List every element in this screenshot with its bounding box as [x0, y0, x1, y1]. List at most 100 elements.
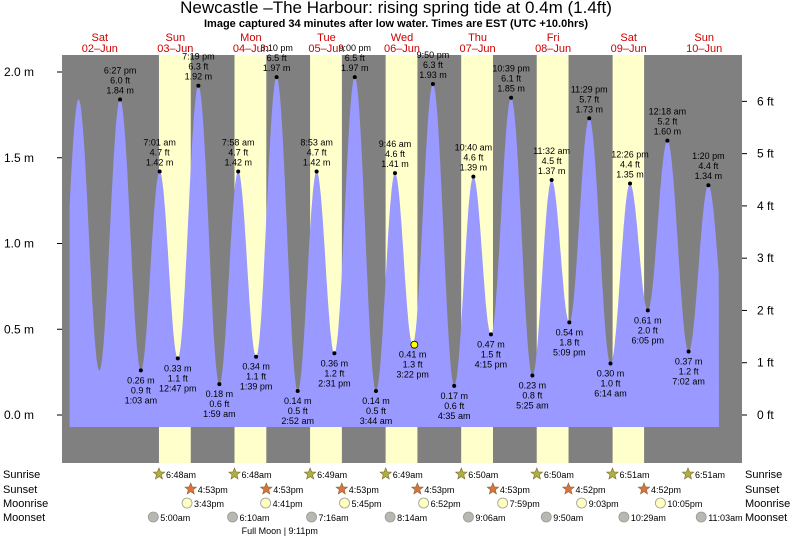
tide-height-m-label: 0.14 m — [284, 396, 312, 406]
sunset-icon — [486, 482, 500, 495]
tide-height-ft-label: 1.1 ft — [246, 372, 267, 382]
moonrise-time: 7:59pm — [510, 499, 540, 509]
moonset-icon — [384, 511, 396, 523]
tide-height-ft-label: 1.5 ft — [481, 349, 502, 359]
sunset-time: 4:53pm — [198, 485, 228, 495]
moonrise-time: 9:03pm — [589, 499, 619, 509]
tide-height-m-label: 1.73 m — [575, 104, 603, 114]
tide-time-label: 9:00 pm — [339, 43, 372, 53]
tide-time-label: 12:47 pm — [159, 383, 197, 393]
day-name-label: Sat — [92, 32, 109, 44]
sunset-time: 4:53pm — [424, 485, 454, 495]
y-tick-label-right: 4 ft — [757, 199, 774, 213]
low-tide-marker — [645, 308, 650, 313]
sunset-icon — [410, 482, 424, 495]
day-name-label: Fri — [547, 32, 560, 44]
sunset-icon — [637, 482, 651, 495]
sunrise-icon — [681, 467, 695, 480]
sunrise-icon — [152, 467, 166, 480]
tide-height-m-label: 1.37 m — [538, 166, 566, 176]
sunrise-time: 6:49am — [393, 470, 423, 480]
tide-time-label: 10:40 am — [455, 143, 493, 153]
sunset-time: 4:52pm — [651, 485, 681, 495]
tide-height-ft-label: 6.0 ft — [110, 75, 131, 85]
sunset-icon — [184, 482, 198, 495]
moonset-icon — [227, 511, 238, 523]
moonset-icon — [463, 511, 474, 523]
moonrise-row-label-left: Moonrise — [3, 498, 48, 510]
day-name-label: Tue — [317, 32, 336, 44]
moonrise-time: 10:05pm — [667, 499, 702, 509]
tide-height-ft-label: 5.2 ft — [657, 117, 678, 127]
tide-time-label: 2:31 pm — [318, 378, 351, 388]
day-date-label: 03–Jun — [157, 43, 193, 55]
tide-height-m-label: 0.54 m — [556, 327, 584, 337]
sunrise-time: 6:50am — [468, 470, 498, 480]
tide-height-ft-label: 4.7 ft — [307, 147, 328, 157]
high-tide-marker — [352, 75, 357, 80]
moonrise-icon — [576, 497, 588, 509]
day-date-label: 09–Jun — [611, 43, 647, 55]
sunrise-icon — [303, 467, 317, 480]
sunset-time: 4:53pm — [349, 485, 379, 495]
low-tide-marker — [138, 368, 143, 373]
current-level-marker — [410, 340, 419, 349]
sunrise-icon — [454, 467, 468, 480]
sunset-icon — [259, 482, 273, 495]
low-tide-marker — [452, 383, 457, 388]
moonset-time: 6:10am — [240, 513, 270, 523]
moonset-time: 5:00am — [160, 513, 190, 523]
day-name-label: Wed — [391, 32, 413, 44]
low-tide-marker — [530, 373, 535, 378]
tide-height-m-label: 1.60 m — [654, 127, 682, 137]
chart-subtitle: Image captured 34 minutes after low wate… — [204, 18, 588, 30]
tide-time-label: 7:58 am — [222, 137, 255, 147]
y-tick-label-left: 0.5 m — [4, 322, 34, 336]
tide-height-m-label: 1.42 m — [303, 157, 331, 167]
sunrise-icon — [228, 467, 241, 480]
y-tick-label-left: 1.5 m — [4, 151, 34, 165]
tide-height-ft-label: 0.5 ft — [366, 406, 387, 416]
tide-height-ft-label: 0.6 ft — [209, 399, 230, 409]
sunrise-icon — [379, 467, 393, 480]
moonrise-time: 3:43pm — [194, 499, 224, 509]
tide-height-ft-label: 1.0 ft — [600, 379, 621, 389]
sunrise-icon — [530, 467, 544, 480]
low-tide-marker — [373, 388, 378, 393]
sunset-time: 4:53pm — [273, 485, 303, 495]
tide-time-label: 6:05 pm — [632, 335, 665, 345]
tide-height-m-label: 0.47 m — [477, 339, 505, 349]
y-tick-label-left: 2.0 m — [4, 65, 34, 79]
sunrise-row-label-right: Sunrise — [745, 469, 782, 481]
day-date-label: 10–Jun — [686, 43, 722, 55]
tide-time-label: 12:18 am — [649, 107, 687, 117]
sunrise-time: 6:48am — [166, 470, 196, 480]
tide-time-label: 3:22 pm — [396, 370, 429, 380]
tide-height-m-label: 1.42 m — [224, 157, 252, 167]
sunrise-time: 6:48am — [242, 470, 272, 480]
moonset-time: 11:03am — [708, 513, 742, 523]
sun-moon-rows: Sunrise Sunrise 6:48am 6:48am 6:49am 6:49am 6:… — [3, 467, 790, 536]
sunset-row-label-right: Sunset — [745, 484, 779, 496]
tide-time-label: 9:50 pm — [417, 50, 450, 60]
full-moon-note: Full Moon | 9:11pm — [242, 526, 318, 536]
tide-height-m-label: 1.93 m — [419, 70, 447, 80]
moonset-time: 9:50am — [553, 513, 583, 523]
low-tide-marker — [254, 354, 259, 359]
tide-time-label: 6:27 pm — [104, 65, 137, 75]
tide-time-label: 9:46 am — [379, 139, 412, 149]
day-date-label: 08–Jun — [535, 43, 571, 55]
tide-height-m-label: 1.97 m — [263, 63, 291, 73]
tide-height-m-label: 1.92 m — [185, 72, 213, 82]
tide-height-m-label: 1.35 m — [616, 169, 644, 179]
high-tide-marker — [706, 183, 711, 188]
high-tide-marker — [509, 95, 514, 100]
y-tick-label-right: 6 ft — [757, 94, 774, 108]
day-labels: Sat02–JunSun03–JunMon04–JunTue05–JunWed0… — [82, 32, 723, 55]
tide-height-ft-label: 5.7 ft — [579, 94, 600, 104]
moonrise-icon — [655, 497, 666, 509]
low-tide-marker — [217, 382, 222, 387]
sunset-time: 4:53pm — [500, 485, 530, 495]
moonset-icon — [306, 511, 317, 523]
tide-time-label: 3:44 am — [360, 416, 393, 426]
